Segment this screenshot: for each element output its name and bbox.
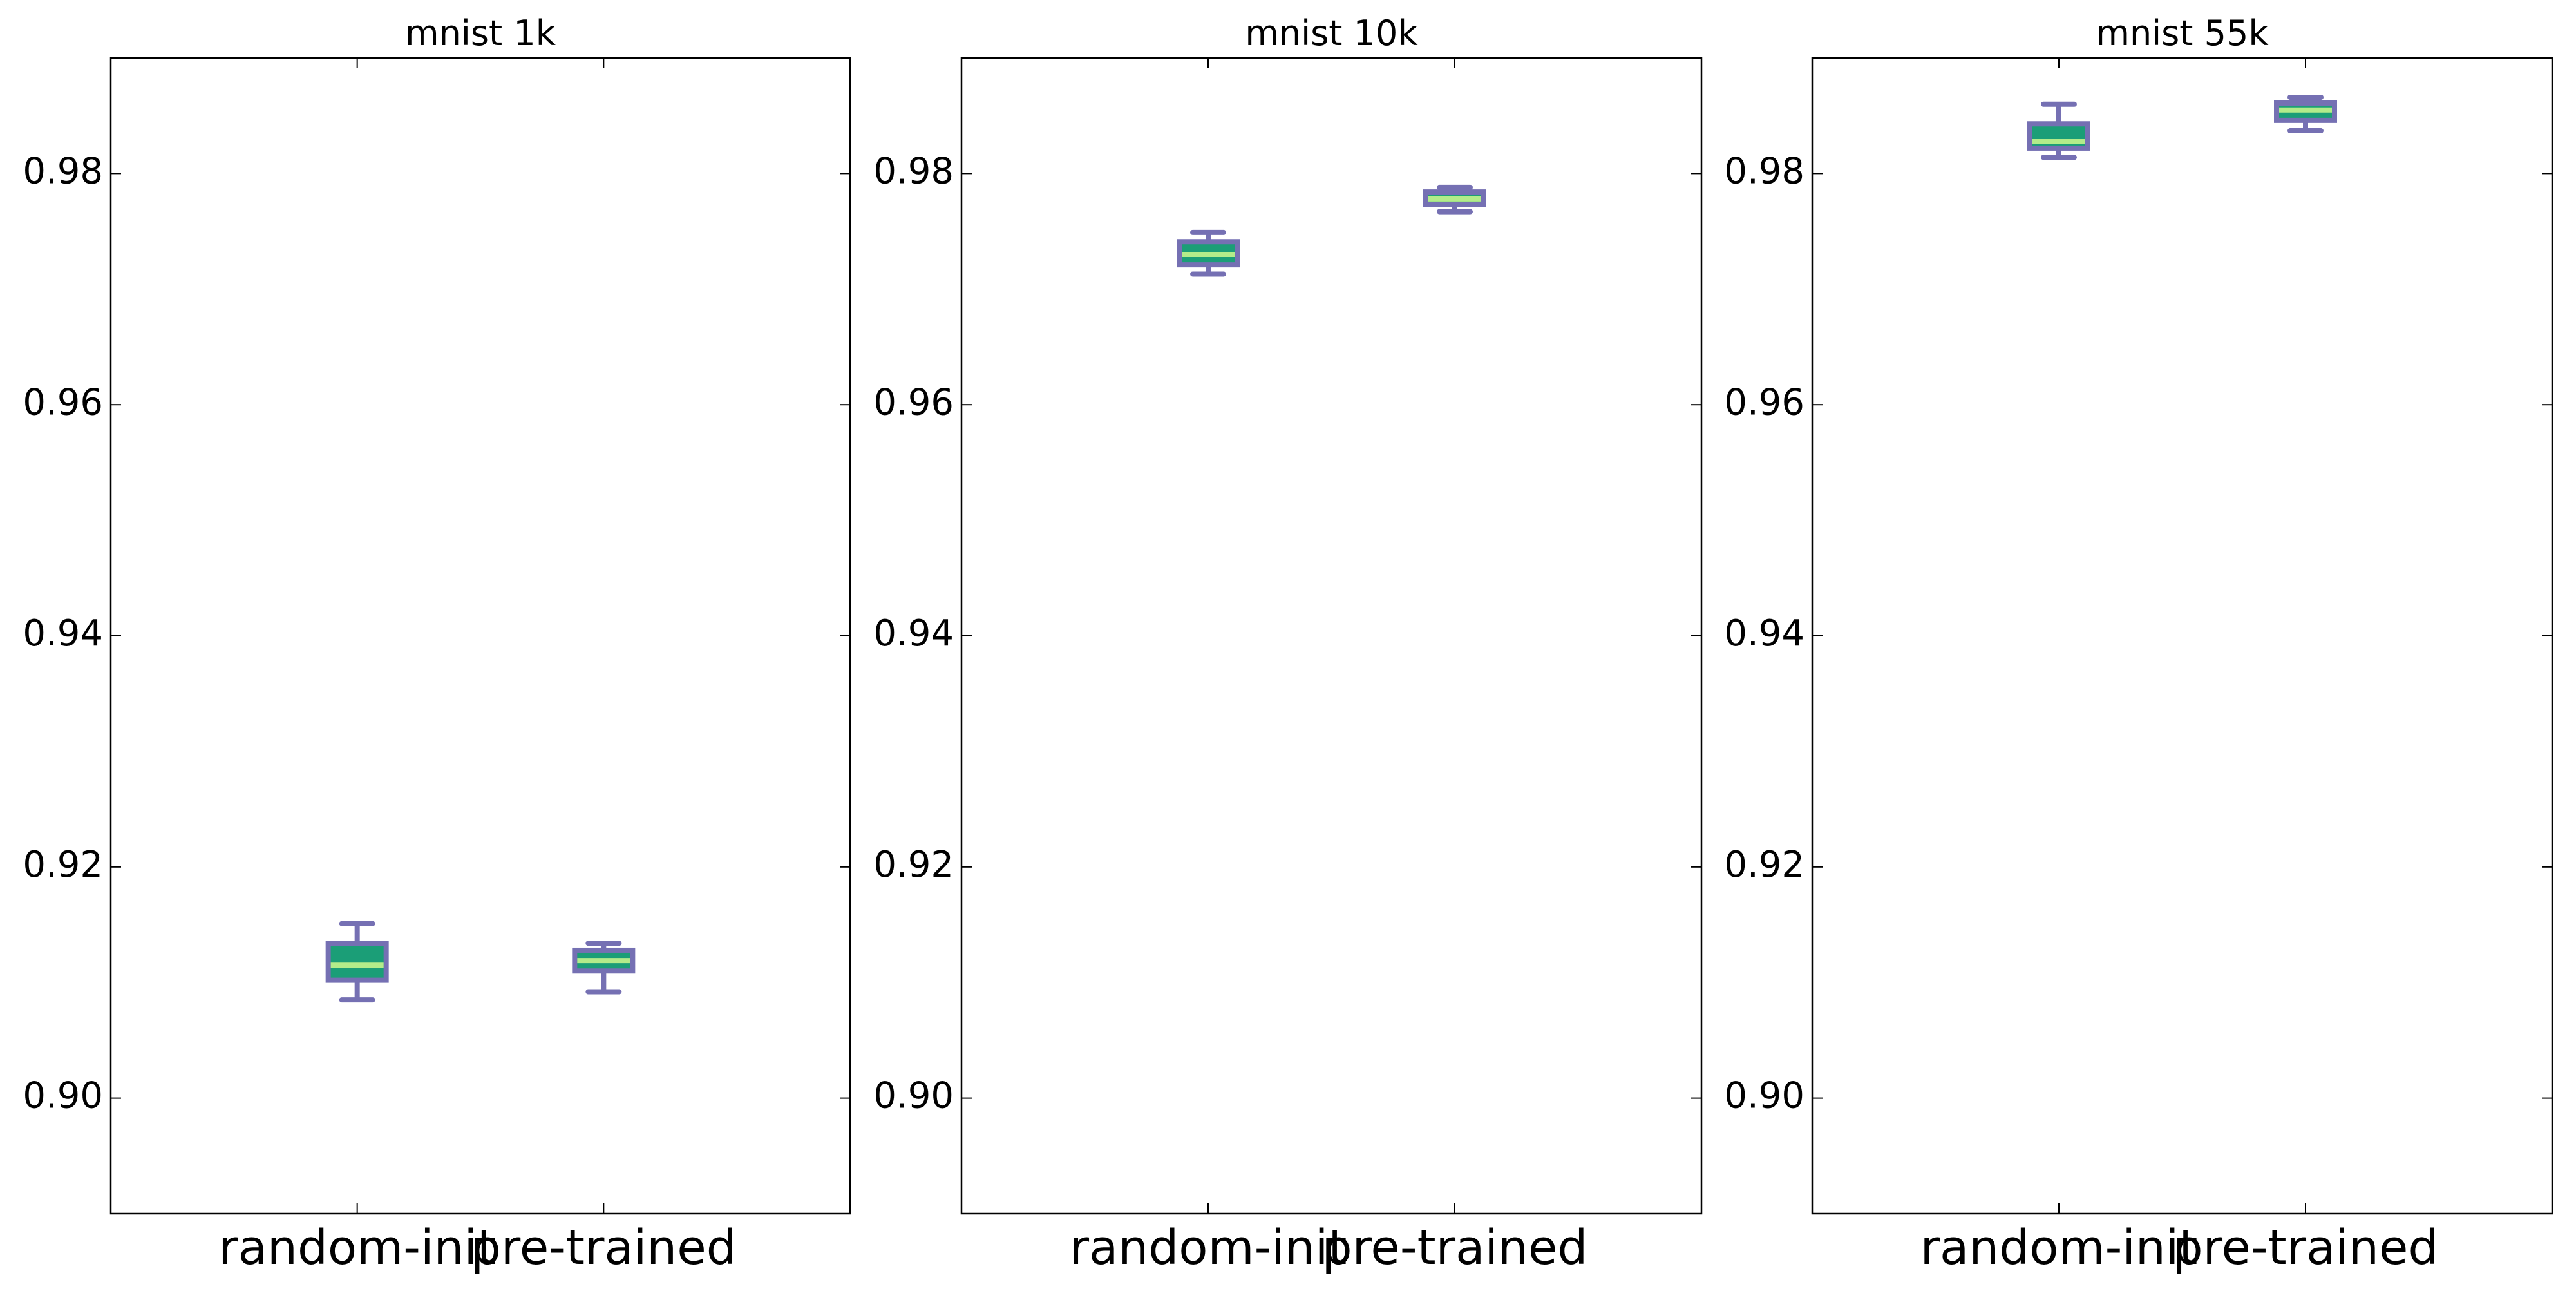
y-tick-label: 0.94 (873, 613, 954, 655)
axes-frame (109, 57, 851, 1215)
chart-title: mnist 55k (2096, 13, 2269, 53)
x-tick-label: pre-trained (2173, 1220, 2439, 1276)
box-random-init (325, 921, 389, 1003)
x-tick-label: pre-trained (471, 1220, 737, 1276)
chart-title: mnist 10k (1245, 13, 1418, 53)
y-tick-label: 0.98 (1724, 151, 1804, 193)
y-tick-label: 0.96 (873, 381, 954, 423)
chart-panel-2: mnist 10k 0.90 0.92 0.94 0.96 0.98 random-init… (873, 13, 1703, 1276)
y-tick-label: 0.90 (1724, 1075, 1804, 1117)
x-tick-label: random-init (1070, 1220, 1347, 1276)
y-tick-label: 0.98 (873, 151, 954, 193)
y-tick-label: 0.92 (1724, 844, 1804, 886)
x-tick-label: random-init (1920, 1220, 2198, 1276)
box-body (2027, 121, 2090, 151)
y-tick-label: 0.92 (23, 844, 103, 886)
y-tick-label: 0.90 (23, 1075, 103, 1117)
y-tick-label: 0.98 (23, 151, 103, 193)
y-tick-label: 0.92 (873, 844, 954, 886)
axes-frame (1811, 57, 2553, 1215)
chart-panel-3: mnist 55k 0.90 0.92 0.94 0.96 0.98 random-init… (1724, 13, 2553, 1276)
chart-panel-1: mnist 1k 0.90 0.92 0.94 0.96 0.98 random-initp… (23, 13, 851, 1276)
box-pre-trained (572, 941, 636, 995)
y-tick-label: 0.90 (873, 1075, 954, 1117)
box-random-init (2027, 101, 2090, 160)
x-tick-label: pre-trained (1322, 1220, 1588, 1276)
y-tick-label: 0.94 (1724, 613, 1804, 655)
x-tick-label: random-init (218, 1220, 496, 1276)
box-pre-trained (1423, 184, 1486, 215)
y-tick-label: 0.94 (23, 613, 103, 655)
y-tick-label: 0.96 (23, 381, 103, 423)
box-random-init (1177, 229, 1240, 277)
y-tick-label: 0.96 (1724, 381, 1804, 423)
chart-title: mnist 1k (405, 13, 556, 53)
axes-frame (960, 57, 1703, 1215)
box-body (325, 941, 389, 983)
box-pre-trained (2274, 94, 2337, 134)
